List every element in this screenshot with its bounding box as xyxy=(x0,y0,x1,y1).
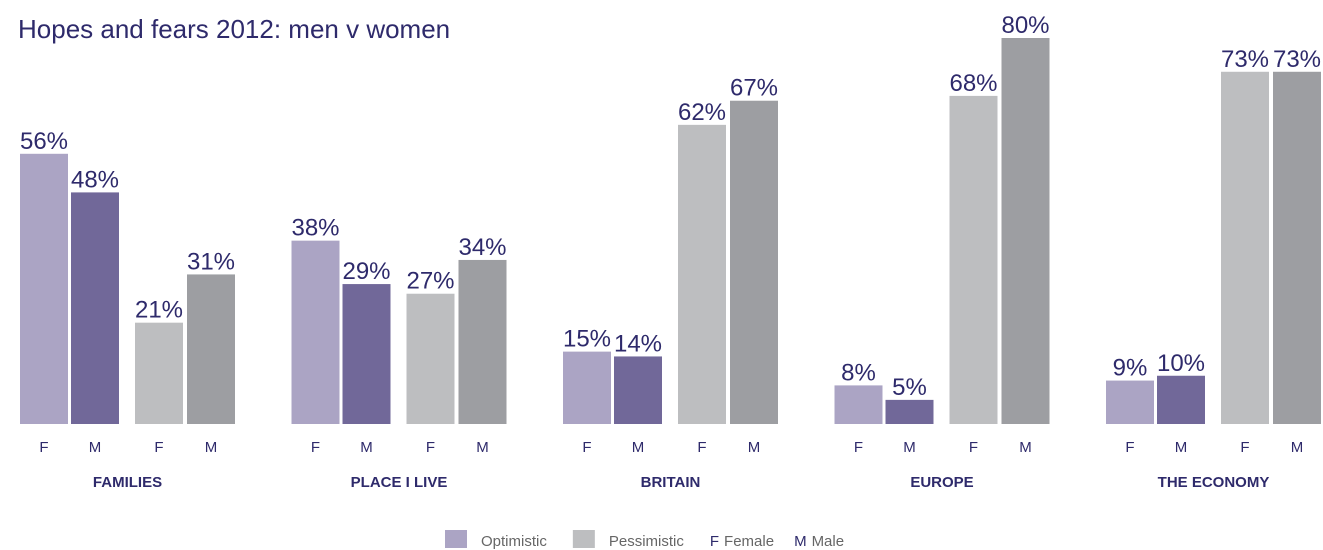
value-label: 62% xyxy=(678,99,726,126)
value-label: 80% xyxy=(1001,12,1049,39)
value-label: 14% xyxy=(614,330,662,357)
bar xyxy=(342,284,391,424)
category-label: EUROPE xyxy=(910,474,973,491)
value-label: 73% xyxy=(1273,46,1321,73)
category-label: FAMILIES xyxy=(93,474,162,491)
gender-label: F xyxy=(154,439,163,456)
bar xyxy=(20,153,68,425)
bar xyxy=(291,240,340,424)
value-label: 5% xyxy=(892,374,927,401)
gender-label: M xyxy=(748,439,761,456)
bar xyxy=(678,124,726,424)
legend-code: F xyxy=(710,533,719,550)
value-label: 8% xyxy=(841,359,876,386)
bar xyxy=(1001,38,1050,424)
bar xyxy=(730,100,778,424)
value-label: 56% xyxy=(20,128,68,155)
gender-label: F xyxy=(854,439,863,456)
value-label: 48% xyxy=(71,166,119,193)
legend-swatch xyxy=(572,530,595,548)
gender-label: M xyxy=(205,439,218,456)
gender-label: M xyxy=(1175,439,1188,456)
category-label: THE ECONOMY xyxy=(1158,474,1270,491)
bar xyxy=(834,385,883,424)
gender-label: F xyxy=(1240,439,1249,456)
gender-label: F xyxy=(697,439,706,456)
gender-label: M xyxy=(1019,439,1032,456)
gender-label: F xyxy=(426,439,435,456)
legend-label: Pessimistic xyxy=(609,533,685,550)
bar xyxy=(1106,380,1154,424)
gender-label: M xyxy=(1291,439,1304,456)
bar xyxy=(1157,375,1205,424)
bar xyxy=(885,399,934,424)
gender-label: F xyxy=(969,439,978,456)
value-label: 29% xyxy=(342,258,390,285)
bar xyxy=(406,293,455,424)
gender-label: M xyxy=(476,439,489,456)
value-label: 73% xyxy=(1221,46,1269,73)
value-label: 34% xyxy=(458,234,506,261)
gender-label: M xyxy=(89,439,102,456)
value-label: 27% xyxy=(406,268,454,295)
legend-code: M xyxy=(794,533,807,550)
legend-swatch xyxy=(445,530,467,548)
value-label: 67% xyxy=(730,75,778,102)
gender-label: F xyxy=(311,439,320,456)
value-label: 9% xyxy=(1113,355,1148,382)
legend-label: Female xyxy=(724,533,774,550)
value-label: 31% xyxy=(187,248,235,275)
bar xyxy=(187,274,235,424)
value-label: 21% xyxy=(135,297,183,324)
gender-label: M xyxy=(360,439,373,456)
category-label: BRITAIN xyxy=(641,474,701,491)
bar xyxy=(614,356,662,424)
bar xyxy=(71,192,119,424)
bar xyxy=(563,351,611,424)
value-label: 10% xyxy=(1157,350,1205,377)
bar xyxy=(458,259,507,424)
chart-title: Hopes and fears 2012: men v women xyxy=(18,14,450,44)
value-label: 15% xyxy=(563,326,611,353)
value-label: 38% xyxy=(291,215,339,242)
bar xyxy=(135,322,183,424)
category-label: PLACE I LIVE xyxy=(351,474,448,491)
bar xyxy=(1273,71,1321,425)
gender-label: F xyxy=(1125,439,1134,456)
gender-label: M xyxy=(903,439,916,456)
gender-label: F xyxy=(582,439,591,456)
bar xyxy=(1221,71,1269,425)
gender-label: F xyxy=(39,439,48,456)
bar xyxy=(949,95,998,425)
value-label: 68% xyxy=(949,70,997,97)
legend-label: Male xyxy=(812,533,845,550)
gender-label: M xyxy=(632,439,645,456)
legend-label: Optimistic xyxy=(481,533,547,550)
